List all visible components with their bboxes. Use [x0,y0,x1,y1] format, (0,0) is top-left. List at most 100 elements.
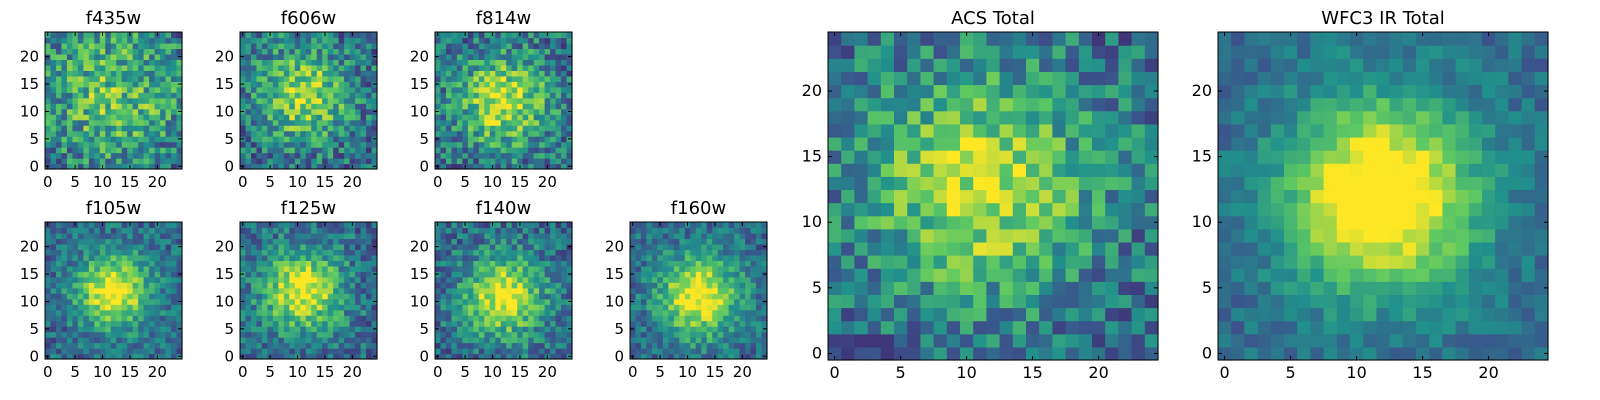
heatmap-cell [305,337,312,344]
heatmap-cell [261,243,268,250]
heatmap-cell [473,53,480,60]
heatmap-cell [88,331,95,338]
heatmap-cell [149,348,156,355]
heatmap-cell [1105,228,1119,243]
heatmap-cell [640,331,648,338]
heatmap-cell [316,108,323,115]
heatmap-cell [143,348,150,355]
heatmap-cell [456,81,463,88]
heatmap-cell [695,227,702,234]
heatmap-cell [867,294,882,309]
heatmap-cell [435,249,442,256]
heatmap-cell [533,353,540,360]
heatmap-cell [544,227,551,234]
heatmap-cell [278,70,285,77]
heatmap-cell [528,337,535,344]
heatmap-cell [544,147,551,154]
heatmap-cell [300,331,307,338]
heatmap-cell [272,331,279,338]
heatmap-cell [110,103,117,110]
heatmap-cell [160,136,167,143]
y-tick-label: 10 [20,102,39,120]
heatmap-cell [734,243,741,250]
heatmap-cell [522,287,529,294]
heatmap-cell [371,59,378,66]
heatmap-cell [149,64,156,71]
heatmap-cell [55,298,63,305]
heatmap-cell [83,48,90,55]
heatmap-cell [522,48,529,55]
heatmap-cell [761,222,768,229]
heatmap-cell [110,97,117,104]
heatmap-cell [630,337,637,344]
heatmap-cell [72,75,79,82]
heatmap-cell [366,282,373,289]
heatmap-cell [132,81,139,88]
heatmap-cell [717,293,724,300]
heatmap-cell [467,254,474,261]
heatmap-cell [728,238,735,245]
heatmap-cell [489,293,496,300]
heatmap-cell [489,331,496,338]
heatmap-cell [550,304,557,311]
x-tick-label: 15 [315,363,334,381]
panel-title: f125w [281,198,336,219]
heatmap-cell [66,309,73,316]
heatmap-cell [267,64,274,71]
heatmap-cell [684,298,691,305]
heatmap-cell [679,276,686,283]
heatmap-cell [344,276,351,283]
heatmap-cell [646,331,653,338]
heatmap-cell [456,309,463,316]
heatmap-cell [440,53,447,60]
x-tick-label: 0 [433,363,443,381]
heatmap-cell [630,265,637,272]
axes-frame [239,221,378,360]
heatmap-cell [522,158,529,165]
heatmap-cell [828,346,842,361]
heatmap-cell [94,238,101,245]
heatmap-cell [657,243,664,250]
heatmap-cell [61,348,68,355]
heatmap-cell [566,158,573,165]
heatmap-cell [305,108,312,115]
heatmap-cell [1026,320,1040,335]
heatmap-cell [50,59,57,66]
heatmap-cell [349,64,356,71]
heatmap-cell [745,260,752,267]
heatmap-cell [679,287,686,294]
heatmap-cell [657,337,664,344]
heatmap-cell [45,265,52,272]
heatmap-cell [723,276,730,283]
heatmap-cell [440,75,447,82]
heatmap-cell [522,298,529,305]
heatmap-cell [478,232,485,240]
heatmap-cell [366,271,373,278]
heatmap-cell [88,232,95,240]
heatmap-cell [555,282,562,289]
heatmap-cell [333,42,340,50]
heatmap-cell [841,215,855,230]
heatmap-cell [555,108,562,115]
heatmap-cell [322,331,329,338]
heatmap-cell [473,326,480,333]
heatmap-cell [105,130,112,137]
heatmap-cell [728,331,735,338]
heatmap-cell [121,265,128,272]
heatmap-cell [1105,294,1119,309]
heatmap-cell [662,348,669,355]
heatmap-cell [999,163,1014,177]
heatmap-cell [522,64,529,71]
heatmap-cell [116,304,123,311]
heatmap-cell [311,119,318,126]
heatmap-cell [522,342,529,349]
heatmap-cell [105,64,112,71]
heatmap-cell [344,249,351,256]
heatmap-cell [143,238,150,245]
heatmap-cell [517,243,524,250]
heatmap-cell [83,326,90,333]
heatmap-cell [462,141,469,148]
heatmap-cell [495,243,502,250]
heatmap-cell [478,298,485,305]
heatmap-cell [77,108,84,115]
